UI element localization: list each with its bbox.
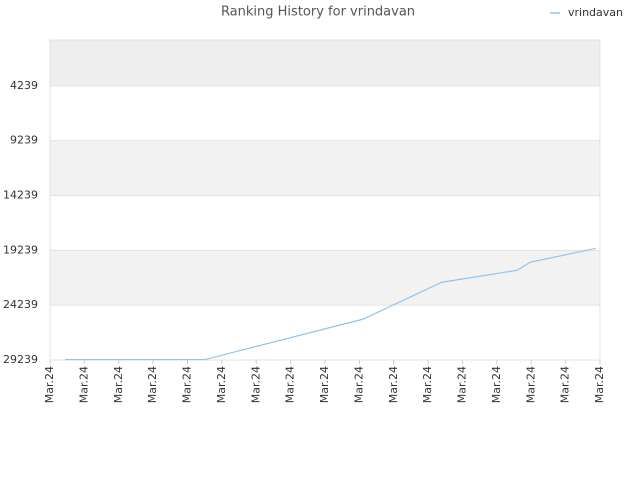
y-tick-label: 29239 [3, 353, 38, 366]
plot-band [50, 305, 600, 360]
x-tick-label: Mar.24 [112, 366, 125, 403]
plot-band [50, 85, 600, 141]
x-tick-label: Mar.24 [284, 366, 297, 403]
x-tick-label: Mar.24 [318, 366, 331, 403]
x-tick-label: Mar.24 [215, 366, 228, 403]
x-tick-label: Mar.24 [146, 366, 159, 403]
y-tick-label: 24239 [3, 298, 38, 311]
y-tick-label: 14239 [3, 189, 38, 202]
x-tick-label: Mar.24 [43, 366, 56, 403]
x-tick-label: Mar.24 [490, 366, 503, 403]
x-tick-label: Mar.24 [421, 366, 434, 403]
y-tick-label: 4239 [10, 79, 38, 92]
x-tick-label: Mar.24 [456, 366, 469, 403]
plot-band [50, 195, 600, 251]
plot-band [50, 40, 600, 86]
x-tick-label: Mar.24 [181, 366, 194, 403]
y-tick-label: 9239 [10, 134, 38, 147]
x-tick-label: Mar.24 [387, 366, 400, 403]
plot-band [50, 250, 600, 306]
plot-band [50, 140, 600, 196]
x-tick-label: Mar.24 [352, 366, 365, 403]
x-tick-label: Mar.24 [593, 366, 606, 403]
legend-label: vrindavan [568, 6, 623, 19]
x-tick-label: Mar.24 [249, 366, 262, 403]
x-tick-label: Mar.24 [524, 366, 537, 403]
x-tick-label: Mar.24 [77, 366, 90, 403]
chart-title: Ranking History for vrindavan [221, 5, 415, 20]
y-tick-label: 19239 [3, 243, 38, 256]
x-tick-label: Mar.24 [559, 366, 572, 403]
data-line [65, 247, 596, 361]
